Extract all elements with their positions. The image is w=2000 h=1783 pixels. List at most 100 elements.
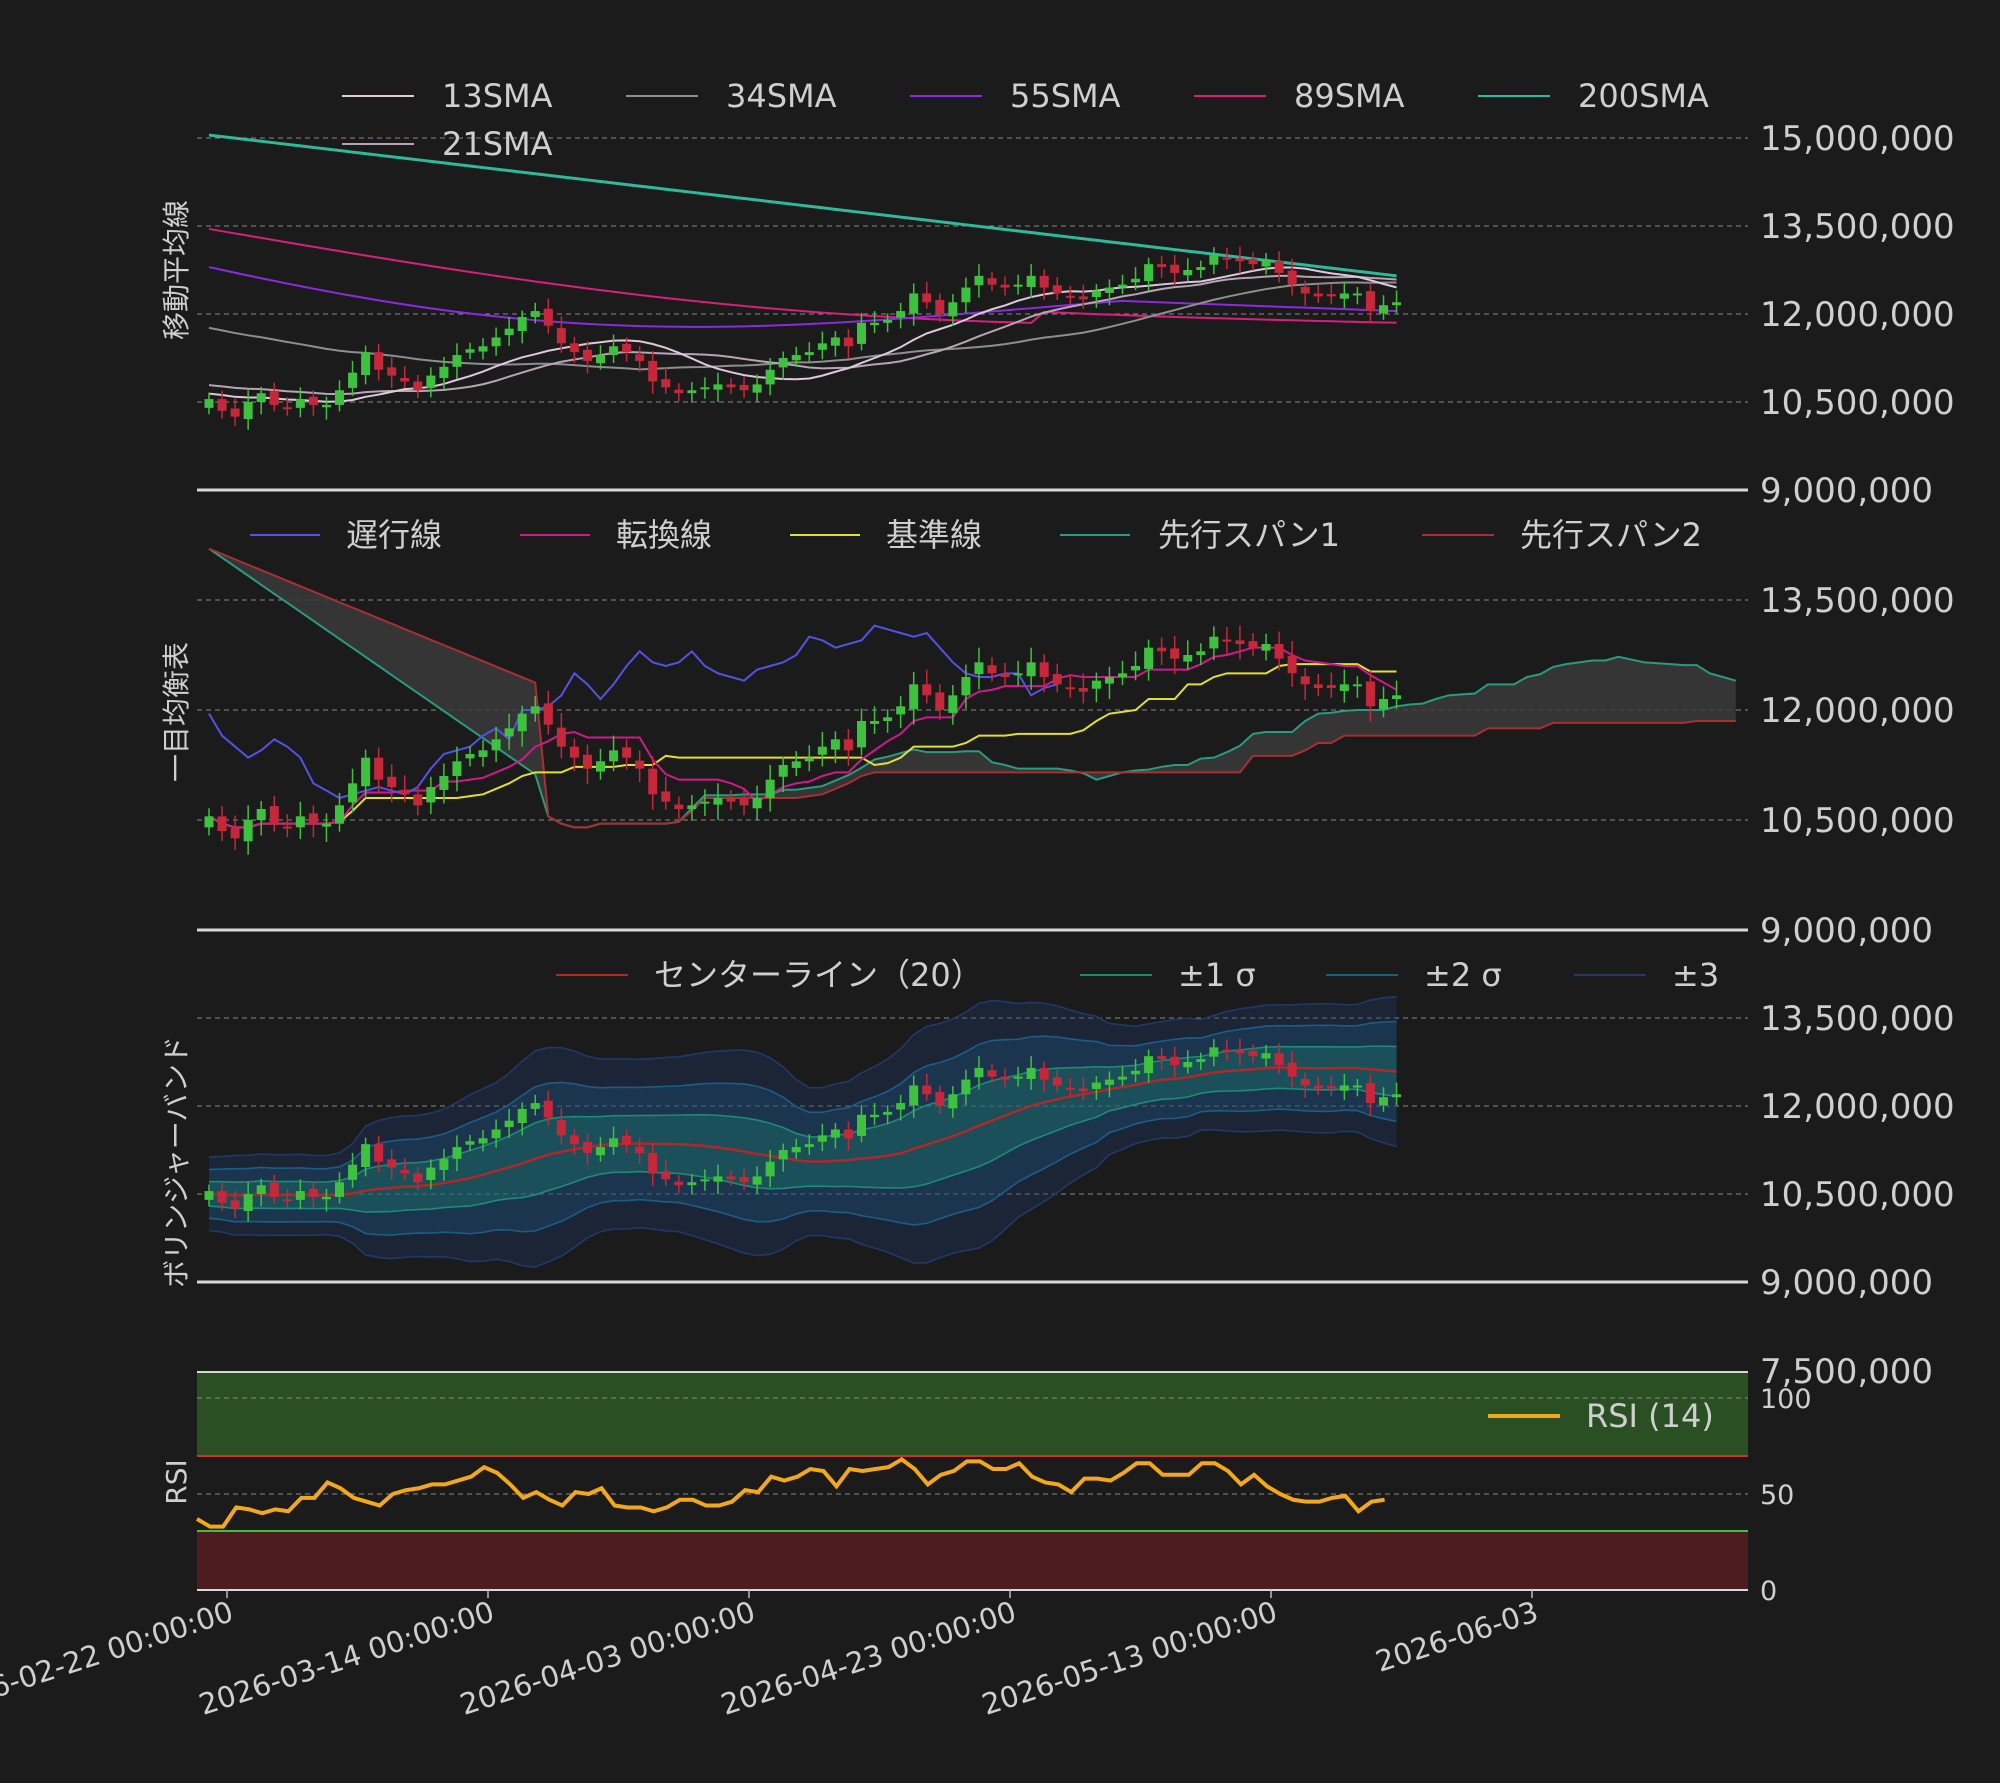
- ichimoku-panel-candle: [1144, 647, 1154, 669]
- ichimoku-legend: 遅行線 転換線 基準線 先行スパン1 先行スパン2: [250, 516, 1702, 554]
- sma-panel-candle: [726, 384, 736, 388]
- legend-2sigma: ±2 σ: [1424, 956, 1502, 994]
- sma-panel-candle: [922, 293, 932, 303]
- ichimoku-panel-candle: [1313, 684, 1323, 688]
- sma-panel-candle: [465, 349, 475, 353]
- bollinger-panel-candle: [804, 1144, 814, 1148]
- bollinger-panel-candle: [1365, 1083, 1375, 1104]
- bollinger-panel-candle: [700, 1179, 710, 1182]
- bollinger-panel-candle: [791, 1147, 801, 1153]
- sma-panel-candle: [1196, 267, 1206, 270]
- bollinger-panel-candle: [582, 1141, 592, 1153]
- sma-panel-candle: [582, 349, 592, 361]
- ichimoku-panel-candle: [817, 746, 827, 755]
- sma-panel-candle: [752, 384, 762, 393]
- sma-panel-candle: [269, 390, 279, 405]
- sma-panel-y-ticks: 9,000,000 10,500,000 12,000,000 13,500,000 1…: [1760, 119, 1955, 511]
- ichimoku-panel-candle: [896, 706, 906, 715]
- bollinger-panel-candle: [1183, 1062, 1193, 1068]
- sma-panel-candle: [308, 396, 318, 405]
- y-tick-label: 13,500,000: [1760, 999, 1955, 1039]
- sma-panel-candle: [778, 358, 788, 368]
- sma-panel-candle: [1300, 287, 1310, 294]
- sma-panel-candle: [1339, 293, 1349, 299]
- bollinger-lower-3sigma: [208, 1128, 1397, 1268]
- ichimoku-panel-candle: [661, 791, 671, 802]
- ichimoku-panel-candle: [452, 761, 462, 776]
- sma-panel-candle: [295, 399, 305, 408]
- bollinger-panel-candle: [1392, 1094, 1402, 1098]
- ichimoku-panel-candle: [1170, 648, 1180, 659]
- sma-panel-candle: [1235, 258, 1245, 262]
- ichimoku-panel-candle: [1222, 639, 1232, 642]
- ichimoku-panel-candle: [1052, 674, 1062, 685]
- sma-panel-candle: [361, 352, 371, 376]
- sma-panel-candle: [321, 404, 331, 408]
- legend-200sma: 200SMA: [1578, 77, 1709, 115]
- sma-panel-candle: [452, 355, 462, 367]
- bollinger-panel-candle: [530, 1103, 540, 1109]
- ichimoku-panel-candle: [700, 801, 710, 804]
- ichimoku-panel-candle: [426, 787, 436, 803]
- rsi-y-tick-label: 50: [1760, 1480, 1794, 1511]
- bollinger-lower-2sigma: [208, 1108, 1397, 1236]
- sma-panel-candle: [230, 408, 240, 417]
- bollinger-panel-ylabel: ボリンジャーバンド: [160, 1036, 193, 1288]
- bollinger-legend: センターライン（20） ±1 σ ±2 σ ±3: [556, 956, 1719, 994]
- rsi-panel-y-ticks: 0 50 100: [1760, 1384, 1812, 1607]
- ichimoku-panel-candle: [256, 809, 266, 820]
- bollinger-panel-candle: [726, 1176, 736, 1180]
- sma-line-200sma: [208, 133, 1397, 278]
- sma-panel-candle: [387, 367, 397, 376]
- sma-panel-candle: [1000, 284, 1010, 288]
- sma-panel-candle: [517, 316, 527, 332]
- bollinger-panel: 9,000,000 10,500,000 12,000,000 13,500,000 7…: [160, 956, 1955, 1392]
- bollinger-panel-candle: [1352, 1085, 1362, 1088]
- legend-tenkan: 転換線: [616, 516, 712, 554]
- sma-panel-candle: [204, 399, 214, 408]
- sma-panel-candle: [804, 352, 814, 356]
- ichimoku-panel-candle: [987, 665, 997, 674]
- sma-panel-candles: [204, 246, 1402, 430]
- bollinger-panel-candle: [361, 1144, 371, 1168]
- y-tick-label: 10,500,000: [1760, 1175, 1955, 1215]
- bollinger-panel-candle: [1196, 1059, 1206, 1062]
- bollinger-panel-candle: [922, 1085, 932, 1095]
- bollinger-panel-candle: [609, 1138, 619, 1148]
- ichimoku-panel-candle: [648, 768, 658, 795]
- sma-panel-candle: [1013, 284, 1023, 287]
- ichimoku-panel-candle: [765, 779, 775, 798]
- sma-legend: 13SMA 21SMA 34SMA 55SMA 89SMA 200SMA: [342, 77, 1709, 163]
- bollinger-panel-candle: [596, 1147, 605, 1156]
- legend-1sigma: ±1 σ: [1178, 956, 1256, 994]
- ichimoku-span2-line: [208, 547, 1736, 829]
- ichimoku-panel-candle: [1287, 655, 1297, 674]
- bollinger-band-fill: [209, 1021, 1397, 1236]
- sma-panel-candle: [883, 319, 893, 323]
- sma-panel-candle: [217, 399, 227, 411]
- bollinger-panel-candle: [713, 1176, 723, 1182]
- ichimoku-panel-candle: [204, 816, 214, 828]
- bollinger-panel-candle: [961, 1079, 971, 1095]
- sma-line-34sma: [208, 281, 1397, 371]
- ichimoku-panel-candle: [282, 826, 292, 829]
- bollinger-panel-candle: [543, 1100, 553, 1118]
- bollinger-panel-candle: [1222, 1049, 1232, 1052]
- sma-panel-candle: [648, 360, 658, 382]
- ichimoku-panel-candle: [1157, 647, 1167, 652]
- sma-panel-candle: [1026, 275, 1036, 288]
- bollinger-panel-candle: [739, 1176, 749, 1183]
- ichimoku-panel-candle: [1235, 640, 1245, 644]
- bollinger-panel-candle: [1104, 1079, 1114, 1085]
- ichimoku-panel-candle: [530, 706, 540, 714]
- sma-panel-candle: [1183, 270, 1193, 276]
- sma-panel-candle: [530, 311, 540, 317]
- bollinger-panel-candle: [308, 1188, 318, 1197]
- bollinger-panel-candle: [635, 1146, 645, 1153]
- ichimoku-panel-candle: [883, 717, 893, 721]
- sma-panel-candle: [635, 354, 645, 361]
- ichimoku-panel-candle: [491, 739, 501, 751]
- sma-panel-candle: [1326, 294, 1336, 297]
